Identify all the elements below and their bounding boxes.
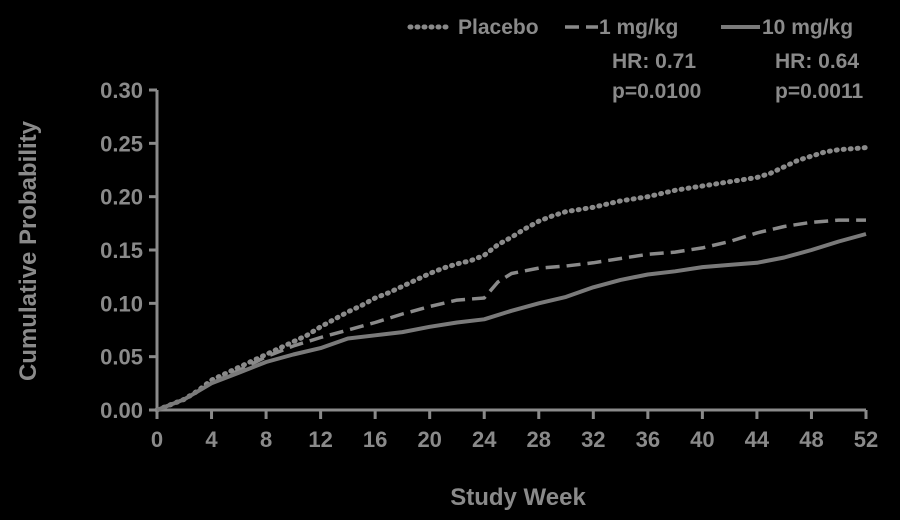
x-tick-label: 40 <box>690 427 714 452</box>
y-tick-label: 0.15 <box>100 238 143 263</box>
x-tick-label: 48 <box>799 427 823 452</box>
y-tick-label: 0.00 <box>100 398 143 423</box>
x-tick-label: 16 <box>363 427 387 452</box>
legend-label-10mg: 10 mg/kg <box>762 16 853 39</box>
x-tick-label: 28 <box>527 427 551 452</box>
legend-label-placebo: Placebo <box>458 16 539 39</box>
x-axis-title: Study Week <box>450 484 586 511</box>
hazard-ratio-10mg: HR: 0.64 <box>775 50 859 73</box>
x-tick-label: 44 <box>745 427 770 452</box>
y-axis-title: Cumulative Probability <box>15 120 42 381</box>
legend: Placebo 1 mg/kg HR: 0.71 p=0.0100 10 mg/kg HR… <box>407 16 863 103</box>
y-tick-label: 0.25 <box>100 131 143 156</box>
x-tick-label: 52 <box>854 427 878 452</box>
x-tick-label: 4 <box>205 427 218 452</box>
x-tick-label: 36 <box>636 427 660 452</box>
y-tick-label: 0.20 <box>100 185 143 210</box>
hazard-ratio-1mg: HR: 0.71 <box>612 50 696 73</box>
x-tick-label: 12 <box>308 427 332 452</box>
x-tick-label: 8 <box>260 427 272 452</box>
y-tick-label: 0.10 <box>100 291 143 316</box>
y-tick-label: 0.05 <box>100 345 143 370</box>
series-line-1mg <box>156 218 866 412</box>
y-tick-label: 0.30 <box>100 78 143 103</box>
x-tick-label: 0 <box>151 427 163 452</box>
legend-label-1mg: 1 mg/kg <box>599 16 678 39</box>
axes: 0.000.050.100.150.200.250.300 4 8 12 16 20 24 2… <box>100 78 878 452</box>
series-line-placebo <box>154 145 869 413</box>
x-tick-label: 24 <box>472 427 497 452</box>
p-value-1mg: p=0.0100 <box>612 80 701 103</box>
x-tick-label: 32 <box>581 427 605 452</box>
x-tick-label: 20 <box>417 427 441 452</box>
p-value-10mg: p=0.0011 <box>775 80 863 103</box>
series-group <box>154 145 869 413</box>
series-line-10mg <box>156 232 867 412</box>
